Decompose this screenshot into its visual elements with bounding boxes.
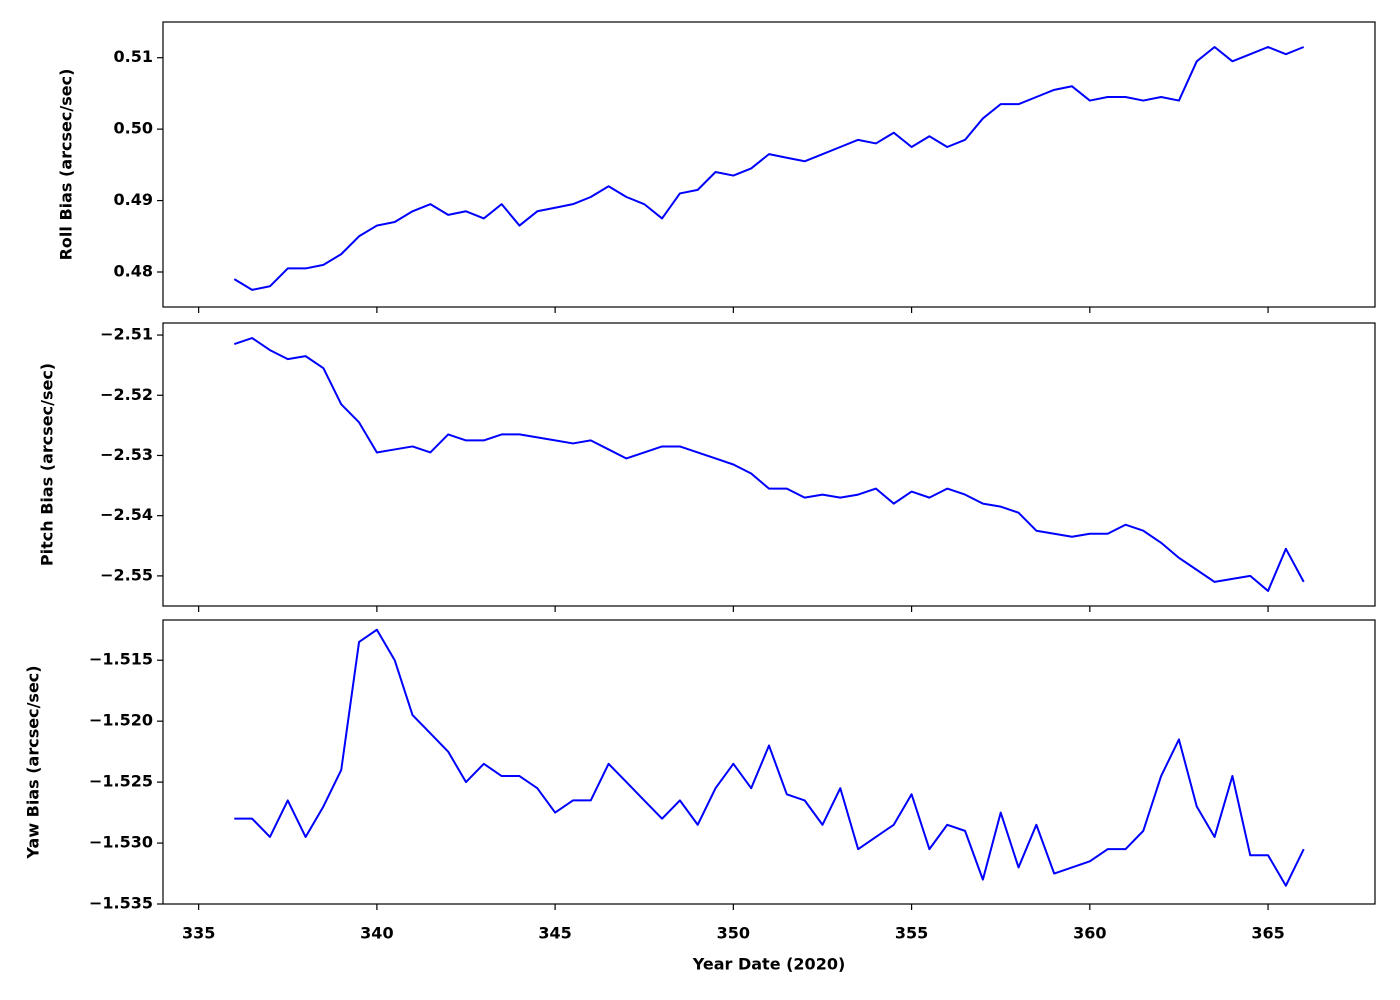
y-axis-label: Yaw Bias (arcsec/sec) [24, 665, 43, 859]
plot-frame [162, 21, 1376, 308]
x-tick-label: 335 [182, 924, 215, 943]
y-tick-label: −1.515 [89, 650, 153, 669]
plot-frame [162, 619, 1376, 905]
x-tick-label: 350 [717, 924, 750, 943]
line [233, 337, 1305, 592]
y-tick-label: −1.530 [89, 833, 153, 852]
plot-frame [162, 322, 1376, 607]
x-tick-label: 345 [538, 924, 571, 943]
x-axis-label: Year Date (2020) [692, 955, 846, 974]
x-tick-label: 340 [360, 924, 393, 943]
y-tick-label: 0.48 [114, 262, 153, 281]
line [233, 46, 1305, 291]
y-tick-label: 0.50 [114, 119, 153, 138]
y-tick-label: −2.54 [100, 505, 153, 524]
x-tick-label: 360 [1073, 924, 1106, 943]
y-tick-label: −2.53 [100, 445, 153, 464]
y-tick-label: −2.51 [100, 325, 153, 344]
y-tick-label: 0.51 [114, 47, 153, 66]
y-axis-label: Roll Bias (arcsec/sec) [57, 69, 76, 261]
y-tick-label: −1.525 [89, 772, 153, 791]
x-tick-label: 355 [895, 924, 928, 943]
y-axis-label: Pitch Bias (arcsec/sec) [38, 363, 57, 566]
y-tick-label: −2.52 [100, 385, 153, 404]
line [234, 628, 1305, 887]
x-tick-label: 365 [1251, 924, 1284, 943]
y-tick-label: −1.535 [89, 894, 153, 913]
y-tick-label: −2.55 [100, 565, 153, 584]
y-tick-label: 0.49 [114, 190, 153, 209]
y-tick-label: −1.520 [89, 711, 153, 730]
